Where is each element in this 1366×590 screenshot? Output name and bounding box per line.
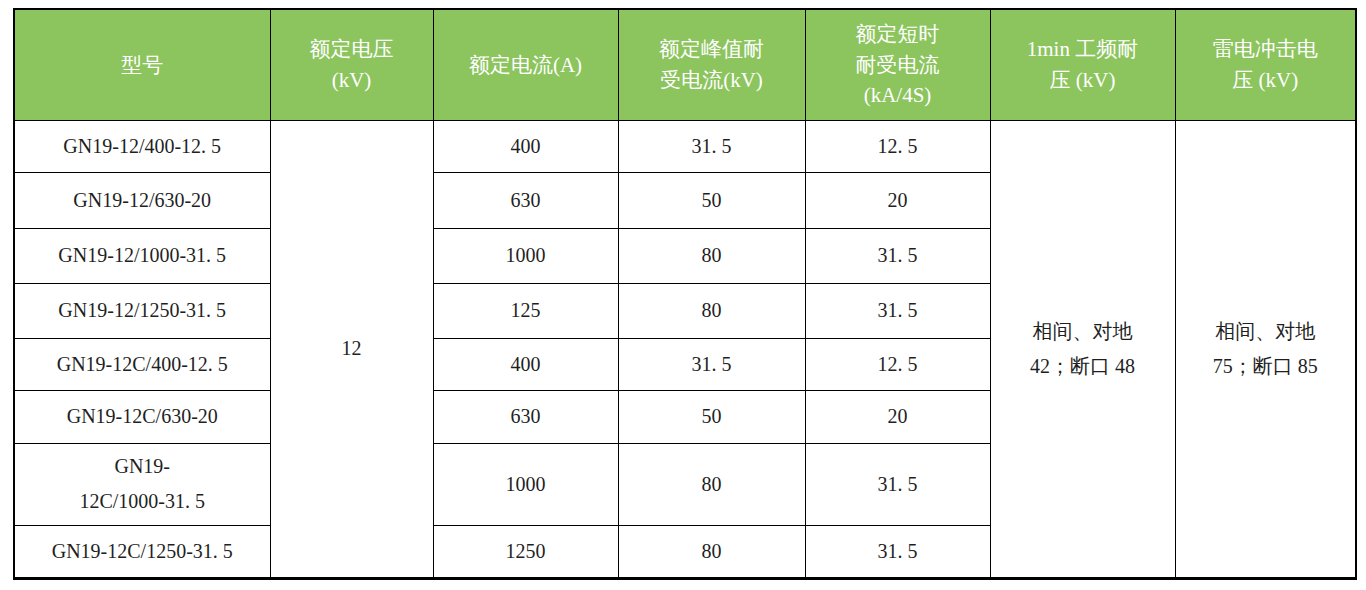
peak-withstand-cell: 31. 5 <box>618 338 805 390</box>
short-time-withstand-cell: 20 <box>805 172 990 228</box>
rated-current-cell: 1000 <box>433 228 618 283</box>
rated-current-cell: 630 <box>433 390 618 443</box>
peak-withstand-cell: 80 <box>618 525 805 578</box>
peak-withstand-cell: 80 <box>618 228 805 283</box>
power-frequency-withstand-merged-cell: 相间、对地 42；断口 48 <box>990 120 1175 578</box>
peak-withstand-cell: 50 <box>618 172 805 228</box>
page: 型号 额定电压 (kV) 额定电流(A) 额定峰值耐 受电流(kV) 额定短时 … <box>0 0 1366 590</box>
short-time-withstand-cell: 31. 5 <box>805 443 990 525</box>
peak-withstand-cell: 80 <box>618 283 805 338</box>
model-cell: GN19-12C/1250-31. 5 <box>14 525 270 578</box>
col-header-rated-voltage: 额定电压 (kV) <box>270 9 433 120</box>
peak-withstand-cell: 31. 5 <box>618 120 805 172</box>
short-time-withstand-cell: 12. 5 <box>805 120 990 172</box>
col-header-model: 型号 <box>14 9 270 120</box>
table-body: GN19-12/400-12. 5 12 400 31. 5 12. 5 相间、… <box>14 120 1356 578</box>
model-cell: GN19-12/1250-31. 5 <box>14 283 270 338</box>
rated-current-cell: 630 <box>433 172 618 228</box>
col-header-power-frequency-withstand: 1min 工频耐 压 (kV) <box>990 9 1175 120</box>
model-cell: GN19-12/1000-31. 5 <box>14 228 270 283</box>
peak-withstand-cell: 50 <box>618 390 805 443</box>
col-header-lightning-impulse: 雷电冲击电 压 (kV) <box>1175 9 1356 120</box>
short-time-withstand-cell: 12. 5 <box>805 338 990 390</box>
model-cell: GN19-12C/630-20 <box>14 390 270 443</box>
model-cell: GN19-12/400-12. 5 <box>14 120 270 172</box>
short-time-withstand-cell: 20 <box>805 390 990 443</box>
col-header-short-time-withstand-current: 额定短时 耐受电流 (kA/4S) <box>805 9 990 120</box>
header-row: 型号 额定电压 (kV) 额定电流(A) 额定峰值耐 受电流(kV) 额定短时 … <box>14 9 1356 120</box>
lightning-impulse-merged-cell: 相间、对地 75；断口 85 <box>1175 120 1356 578</box>
rated-current-cell: 125 <box>433 283 618 338</box>
rated-voltage-merged-cell: 12 <box>270 120 433 578</box>
short-time-withstand-cell: 31. 5 <box>805 525 990 578</box>
rated-current-cell: 1000 <box>433 443 618 525</box>
table-row: GN19-12/400-12. 5 12 400 31. 5 12. 5 相间、… <box>14 120 1356 172</box>
model-cell: GN19- 12C/1000-31. 5 <box>14 443 270 525</box>
col-header-rated-current: 额定电流(A) <box>433 9 618 120</box>
peak-withstand-cell: 80 <box>618 443 805 525</box>
spec-table: 型号 额定电压 (kV) 额定电流(A) 额定峰值耐 受电流(kV) 额定短时 … <box>13 8 1357 580</box>
rated-current-cell: 1250 <box>433 525 618 578</box>
model-cell: GN19-12C/400-12. 5 <box>14 338 270 390</box>
table-header: 型号 额定电压 (kV) 额定电流(A) 额定峰值耐 受电流(kV) 额定短时 … <box>14 9 1356 120</box>
short-time-withstand-cell: 31. 5 <box>805 228 990 283</box>
rated-current-cell: 400 <box>433 338 618 390</box>
rated-current-cell: 400 <box>433 120 618 172</box>
short-time-withstand-cell: 31. 5 <box>805 283 990 338</box>
col-header-peak-withstand-current: 额定峰值耐 受电流(kV) <box>618 9 805 120</box>
model-cell: GN19-12/630-20 <box>14 172 270 228</box>
